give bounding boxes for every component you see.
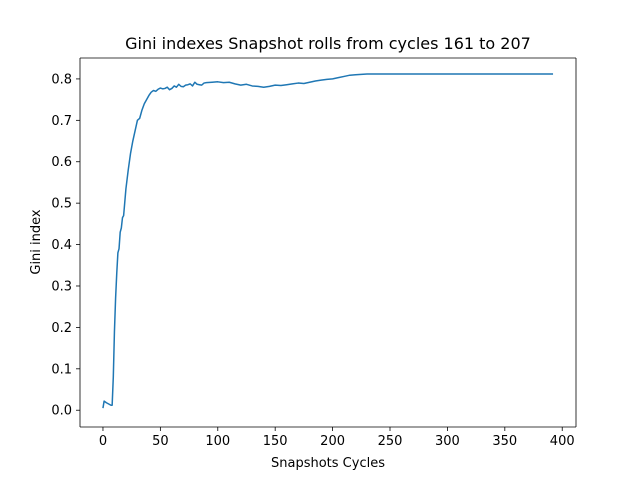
- x-axis-label: Snapshots Cycles: [271, 456, 385, 471]
- x-tick-label: 100: [205, 434, 230, 449]
- y-tick-label: 0.5: [51, 197, 72, 212]
- chart-title: Gini indexes Snapshot rolls from cycles …: [125, 34, 531, 53]
- x-tick-label: 350: [492, 434, 517, 449]
- y-tick-label: 0.6: [51, 155, 72, 170]
- y-tick-label: 0.3: [51, 279, 72, 294]
- x-tick-label: 150: [263, 434, 288, 449]
- x-tick-label: 200: [320, 434, 345, 449]
- y-tick-label: 0.7: [51, 114, 72, 129]
- x-tick-label: 400: [550, 434, 575, 449]
- y-axis-label: Gini index: [29, 209, 44, 275]
- plot-area: 0 50 100 150 200 250 300 350 400 0.0 0.1 0.2 0.3 0.4 0…: [51, 57, 577, 449]
- y-tick-label: 0.1: [51, 362, 72, 377]
- x-tick-label: 300: [435, 434, 460, 449]
- y-tick-label: 0.0: [51, 404, 72, 419]
- x-tick-label: 50: [152, 434, 169, 449]
- x-tick-label: 250: [378, 434, 403, 449]
- series-line-0: [102, 73, 554, 409]
- y-tick-label: 0.2: [51, 321, 72, 336]
- y-tick-label: 0.4: [51, 238, 72, 253]
- y-tick-label: 0.8: [51, 72, 72, 87]
- x-tick-label: 0: [99, 434, 107, 449]
